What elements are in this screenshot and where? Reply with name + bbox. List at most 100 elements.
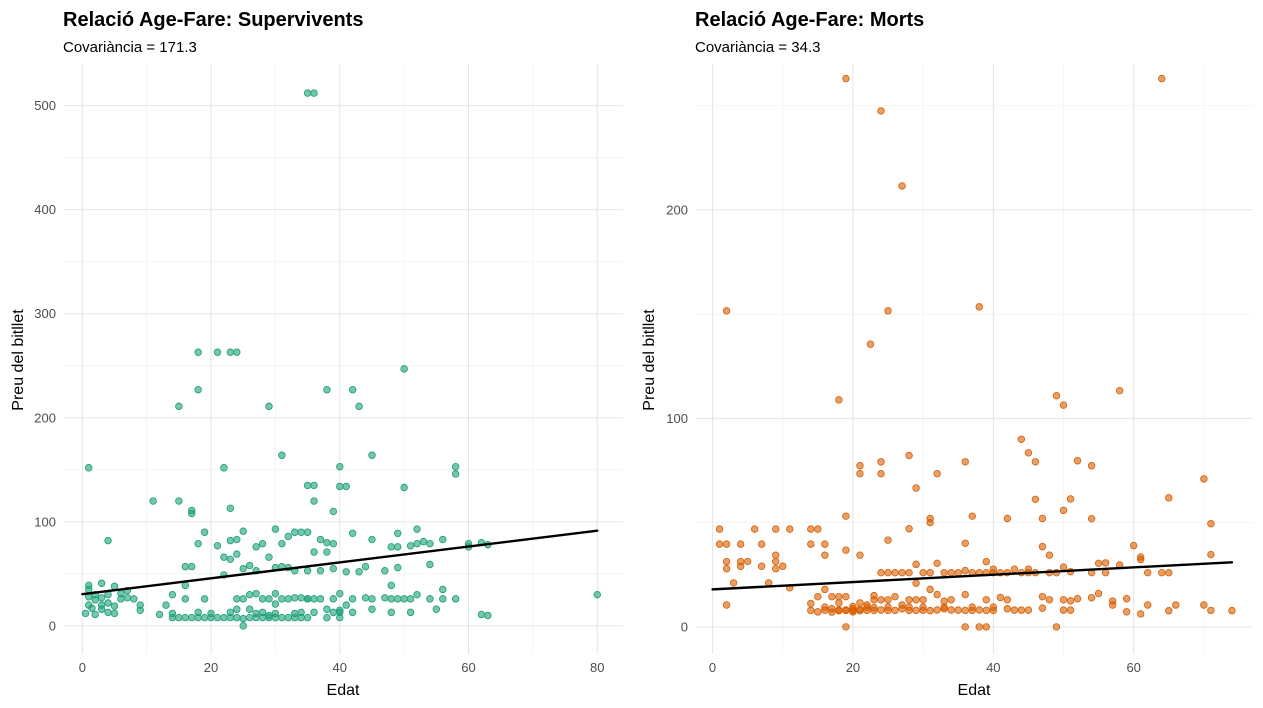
data-point <box>870 596 878 604</box>
data-point <box>348 608 357 617</box>
data-point <box>1031 458 1040 466</box>
data-point <box>439 595 447 603</box>
data-point <box>856 606 864 615</box>
data-point <box>814 525 822 533</box>
data-point <box>982 606 990 615</box>
data-point <box>750 525 759 533</box>
data-point <box>1122 608 1131 616</box>
data-point <box>1087 462 1096 470</box>
data-point <box>1024 606 1033 614</box>
data-point <box>1207 606 1215 615</box>
y-ticks: 0 100 200 300 400 500 <box>34 98 56 633</box>
data-point <box>426 540 434 548</box>
data-point <box>419 537 428 546</box>
y-tick-label: 500 <box>34 98 56 113</box>
data-point <box>233 535 241 544</box>
data-point <box>1101 559 1110 567</box>
data-point <box>342 568 350 576</box>
data-point <box>715 525 724 533</box>
data-point <box>451 470 460 478</box>
data-point <box>406 608 415 617</box>
data-point <box>413 525 421 533</box>
data-point <box>905 525 913 533</box>
data-point <box>329 540 338 548</box>
data-point <box>975 606 983 614</box>
data-point <box>933 469 941 478</box>
data-point <box>1200 601 1208 609</box>
data-point <box>291 594 299 602</box>
chart-title: Relació Age-Fare: Supervivents <box>63 9 363 31</box>
data-point <box>213 613 222 622</box>
data-point <box>757 540 766 548</box>
data-point <box>387 581 395 590</box>
data-point <box>1144 601 1152 609</box>
x-tick-label: 20 <box>846 660 860 675</box>
data-point <box>919 568 927 577</box>
x-ticks: 0 20 40 60 <box>709 660 1141 675</box>
data-point <box>1010 565 1019 573</box>
data-point <box>303 595 312 603</box>
y-axis-label: Preu del bitllet <box>10 309 27 411</box>
data-point <box>877 469 885 478</box>
data-point <box>947 568 955 577</box>
data-point <box>226 536 235 545</box>
data-point <box>996 593 1005 602</box>
data-point <box>926 606 934 615</box>
data-point <box>1228 606 1236 615</box>
data-point <box>898 182 906 190</box>
data-point <box>278 451 286 459</box>
x-tick-label: 20 <box>204 660 218 675</box>
data-point <box>175 402 183 411</box>
data-point <box>856 551 864 559</box>
data-point <box>278 595 286 603</box>
x-tick-label: 60 <box>461 660 475 675</box>
data-point <box>207 609 215 618</box>
data-point <box>188 509 196 518</box>
data-point <box>484 611 492 620</box>
data-point <box>849 608 857 616</box>
data-point <box>722 557 731 566</box>
data-point <box>905 606 913 615</box>
chart-subtitle: Covariància = 34.3 <box>695 39 821 56</box>
data-point <box>842 606 850 615</box>
data-point <box>136 601 144 609</box>
data-point <box>175 497 183 505</box>
y-tick-label: 200 <box>34 410 56 425</box>
data-point <box>239 595 247 603</box>
data-point <box>271 613 280 622</box>
data-point <box>1158 74 1166 83</box>
data-point <box>757 562 766 570</box>
data-point <box>291 613 299 622</box>
data-point <box>451 595 460 603</box>
data-point <box>245 613 254 622</box>
data-point <box>387 608 395 617</box>
data-point <box>961 539 969 547</box>
data-point <box>866 340 875 348</box>
data-point <box>97 579 106 587</box>
data-point <box>1136 610 1145 618</box>
data-point <box>303 528 312 536</box>
data-point <box>940 605 948 613</box>
data-point <box>933 590 941 599</box>
data-point <box>884 568 892 577</box>
data-point <box>1129 541 1138 550</box>
data-point <box>1038 592 1047 601</box>
x-ticks: 0 20 40 60 80 <box>79 660 605 675</box>
data-point <box>271 600 280 608</box>
data-point <box>722 565 731 573</box>
data-point <box>265 402 273 411</box>
data-point <box>245 590 254 599</box>
data-point <box>323 548 331 556</box>
data-point <box>1115 386 1124 395</box>
data-point <box>912 606 920 615</box>
data-point <box>772 551 780 559</box>
data-point <box>835 396 843 404</box>
data-point <box>368 595 376 603</box>
data-point <box>239 564 247 573</box>
data-point <box>968 606 976 615</box>
points <box>715 74 1236 631</box>
y-ticks: 0 100 200 <box>666 202 688 634</box>
data-point <box>265 595 273 603</box>
data-point <box>194 385 202 394</box>
